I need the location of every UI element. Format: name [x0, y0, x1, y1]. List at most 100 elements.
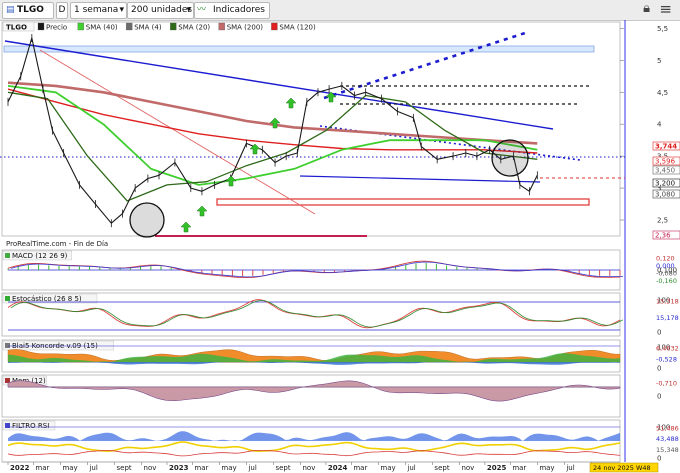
price-tick-label: 4 — [657, 121, 662, 129]
indicator-tick: 0,100 — [657, 267, 677, 275]
buy-arrow-icon — [269, 117, 281, 129]
price-tick-label: 3,5 — [657, 153, 668, 161]
price-label-box — [652, 165, 680, 175]
menu-icon[interactable]: ≡ — [659, 0, 672, 18]
indicator-tick: 100 — [657, 344, 670, 352]
x-tick-label: mar — [194, 464, 208, 472]
price-tick-label: 5 — [657, 57, 661, 65]
indicator-tick: 0 — [657, 455, 661, 463]
series-sma-40- — [7, 85, 538, 186]
x-tick-label: 2022 — [10, 464, 30, 472]
support-zone — [216, 198, 590, 206]
price-label-box — [652, 156, 680, 166]
x-tick-label: jul — [247, 464, 256, 472]
legend-swatch — [126, 22, 133, 31]
indicator-value: 0,120 — [656, 255, 675, 263]
price-label: 3,450 — [655, 167, 675, 175]
legend-label: SMA (4) — [134, 24, 162, 32]
buy-arrows — [180, 91, 337, 233]
symbol-selector[interactable]: ▤ TLGO — [2, 2, 54, 19]
indicators-button[interactable]: 〰 Indicadores — [194, 2, 270, 19]
x-tick-label: 2023 — [169, 464, 189, 472]
price-label-box — [652, 178, 680, 188]
x-tick-label: mar — [35, 464, 49, 472]
x-tick-label: mar — [512, 464, 526, 472]
x-tick-label: jul — [565, 464, 574, 472]
indicator-title: Mom (12) — [12, 377, 46, 385]
indicator-tick: 0 — [657, 329, 661, 337]
indicator-value: 0,000 — [656, 262, 675, 270]
indicator-value: 43,488 — [656, 435, 679, 443]
price-label-box — [652, 141, 680, 151]
x-tick-label: 2025 — [487, 464, 507, 472]
price-label: 2,36 — [655, 232, 671, 240]
symbol-label: TLGO — [17, 5, 44, 15]
period-label: 1 semana — [74, 5, 119, 15]
x-tick-label: may — [62, 464, 77, 472]
main-series — [7, 33, 538, 228]
indicator-value: 51,486 — [656, 425, 679, 433]
legend-swatch — [271, 22, 278, 31]
indicator-panel: FILTRO RSI 100 0 51,486 43,488 15,348 — [1, 419, 679, 463]
indicator-panel: MACD (12 26 9) 0,100 0,1200,000-0,080-0,16… — [1, 249, 677, 291]
x-tick-label: jul — [88, 464, 97, 472]
indicator-value: 15,178 — [656, 314, 679, 322]
x-tick-label: may — [380, 464, 395, 472]
legend-swatch — [77, 22, 84, 31]
units-label: 200 unidades — [131, 5, 193, 15]
indicator-value: -0,710 — [656, 380, 677, 388]
units-selector[interactable]: 200 unidades ▾ — [127, 2, 194, 19]
mode-button[interactable]: D — [56, 2, 68, 19]
indicator-value: -0,160 — [656, 277, 677, 285]
legend-swatch — [37, 22, 45, 31]
date-flag — [589, 462, 659, 473]
price-label: 3,080 — [655, 191, 675, 199]
x-tick-label: may — [221, 464, 236, 472]
legend-label: SMA (200) — [227, 24, 264, 32]
chevron-down-icon: ▾ — [119, 5, 124, 15]
indicator-value: 6,4632 — [656, 345, 679, 353]
buy-arrow-icon — [225, 175, 237, 187]
lock-icon[interactable]: 🔒︎ — [643, 1, 650, 16]
legend-swatch — [218, 22, 225, 31]
price-label-box — [652, 189, 680, 199]
buy-arrow-icon — [180, 221, 192, 233]
price-label: 3,596 — [655, 158, 676, 166]
indicator-tick: 100 — [657, 424, 670, 432]
indicator-tick: 100 — [657, 297, 670, 305]
legend-label: SMA (40) — [86, 24, 118, 32]
recent-circle — [491, 139, 529, 177]
buy-arrow-icon — [249, 143, 261, 155]
buy-arrow-icon — [196, 205, 208, 217]
x-tick-label: jul — [406, 464, 415, 472]
indicator-value: 15,348 — [656, 446, 679, 454]
resistance-zone — [3, 45, 595, 53]
indicator-title: FILTRO RSI — [12, 422, 49, 430]
indicator-tick: 0 — [657, 365, 661, 373]
x-tick-label: nov — [144, 464, 157, 472]
chevron-down-icon: ▾ — [186, 5, 191, 15]
symbol-box — [2, 21, 35, 32]
downtrend-line — [4, 40, 554, 130]
indicator-panels: MACD (12 26 9) 0,100 0,1200,000-0,080-0,16… — [1, 249, 679, 463]
x-tick-label: sept — [117, 464, 132, 472]
indicator-panel: Mom (12) 0 -0,710 — [1, 374, 677, 418]
legend-label: Precio — [46, 24, 67, 32]
price-tick-label: 2,5 — [657, 217, 668, 225]
channel-dotted-line — [319, 125, 581, 161]
period-selector[interactable]: 1 semana ▾ — [70, 2, 127, 19]
series-sma-20- — [7, 91, 538, 202]
price-tick-label: 5,5 — [657, 25, 668, 33]
x-tick-label: mar — [353, 464, 367, 472]
main-legend: TLGO Precio SMA (40) SMA (4) SMA (20) SMA (2… — [2, 21, 316, 32]
indicator-value: 15,318 — [656, 298, 679, 306]
x-tick-label: may — [539, 464, 554, 472]
legend-label: SMA (120) — [279, 24, 316, 32]
indicator-title: Estocástico (26 8 5) — [12, 295, 82, 303]
series-sma-120- — [7, 88, 538, 154]
indicator-panel: Estocástico (26 8 5) 100 0 15,318 15,178 — [1, 292, 679, 337]
bottom-circle — [129, 202, 165, 238]
indicator-value: -0,528 — [656, 356, 677, 364]
